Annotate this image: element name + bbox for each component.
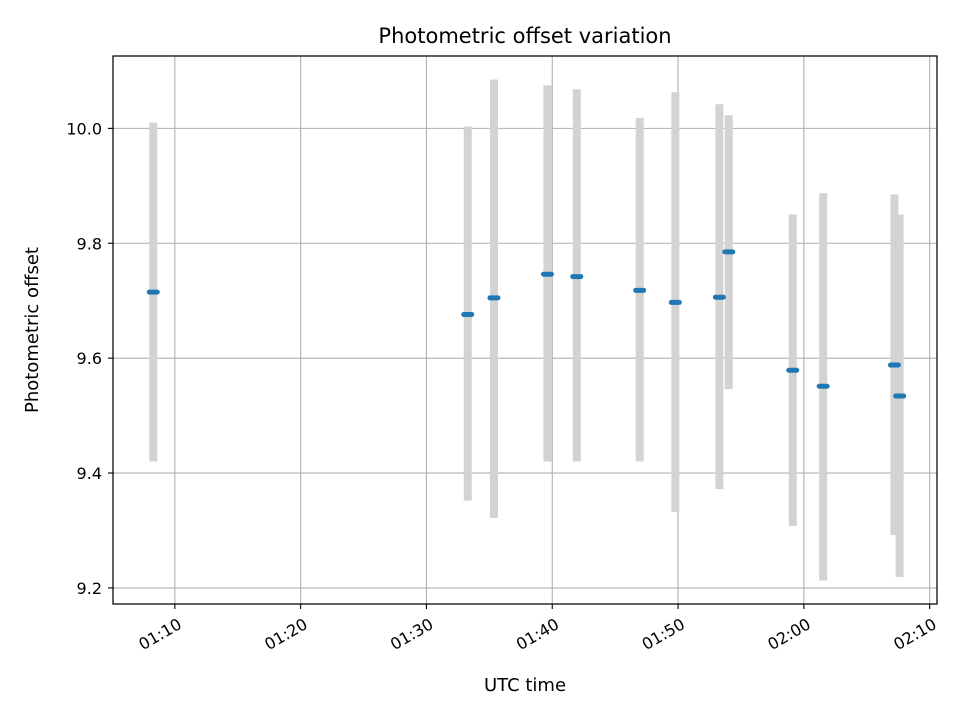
- x-tick-label: 01:40: [513, 614, 562, 654]
- error-bars: [149, 79, 904, 581]
- y-tick-label: 9.6: [77, 349, 102, 368]
- x-tick-label: 01:10: [135, 614, 184, 654]
- data-points: [146, 249, 907, 399]
- y-axis-label: Photometric offset: [22, 247, 43, 413]
- chart-title: Photometric offset variation: [378, 24, 671, 48]
- grid-lines: [113, 56, 937, 604]
- y-tick-label: 9.2: [77, 579, 102, 598]
- x-tick-label: 02:10: [890, 614, 939, 654]
- x-axis-label: UTC time: [484, 675, 566, 696]
- x-tick-label: 01:20: [261, 614, 310, 654]
- y-tick-label: 10.0: [66, 119, 102, 138]
- axis-ticks: 01:10 01:20 01:30 01:40 01:50 02:00 02:10 9.2 9.…: [66, 119, 939, 654]
- y-tick-label: 9.4: [77, 464, 102, 483]
- y-tick-label: 9.8: [77, 234, 102, 253]
- x-tick-label: 02:00: [764, 614, 813, 654]
- plot-frame: [112, 55, 938, 605]
- x-tick-label: 01:30: [387, 614, 436, 654]
- x-tick-label: 01:50: [639, 614, 688, 654]
